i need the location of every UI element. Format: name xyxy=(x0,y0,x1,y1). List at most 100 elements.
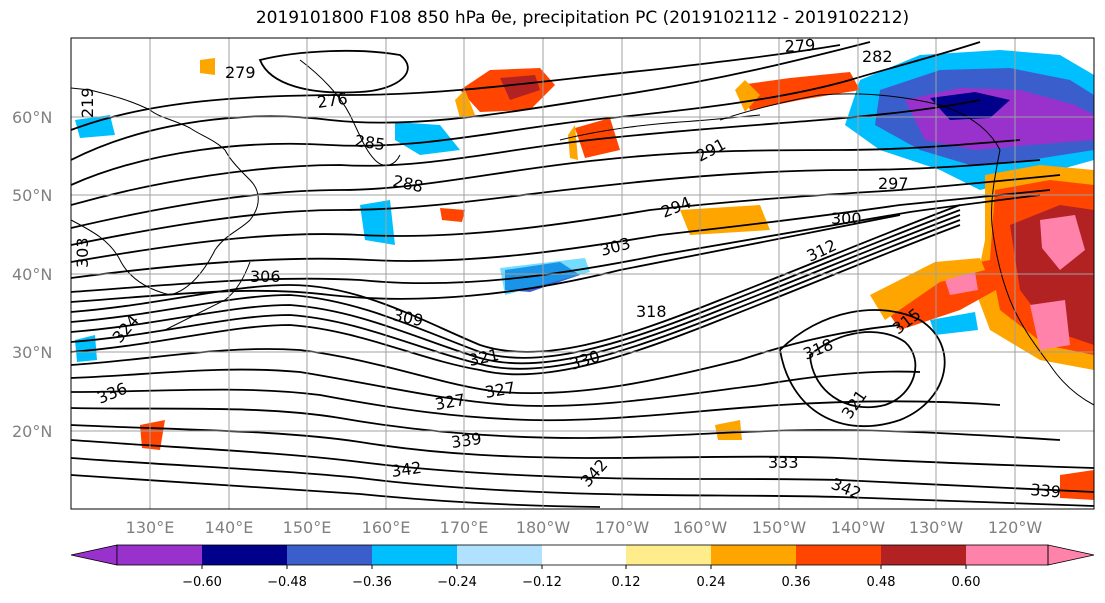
contour-label: 303 xyxy=(73,237,92,268)
lat-label: 50°N xyxy=(12,186,52,205)
colorbar-bin xyxy=(202,545,287,565)
lon-label: 130°E xyxy=(126,518,175,537)
colorbar-bin xyxy=(457,545,542,565)
shade-orange-mid2 xyxy=(680,205,770,235)
contour-label: 318 xyxy=(636,302,667,321)
shade-orange-mid3 xyxy=(440,208,465,222)
shade-yellow-left xyxy=(200,58,215,75)
colorbar-tick: −0.36 xyxy=(352,575,392,590)
map-title: 2019101800 F108 850 hPa θe, precipitatio… xyxy=(255,8,910,28)
contour-282 xyxy=(71,41,981,186)
longitude-labels: 130°E 140°E 150°E 160°E 170°E 180°W 170°… xyxy=(126,518,1043,537)
colorbar-bin xyxy=(287,545,372,565)
colorbar-bin xyxy=(117,545,202,565)
contour-label: 339 xyxy=(1030,480,1062,502)
colorbar-tick: −0.60 xyxy=(182,575,222,590)
shade-westcoast-pink xyxy=(1040,215,1085,270)
contour-label: 279 xyxy=(225,63,256,82)
colorbar-tick: 0.60 xyxy=(952,575,981,590)
contour-label: 219 xyxy=(78,87,97,118)
coast-kamchatka xyxy=(299,59,401,166)
shade-alaska-dark xyxy=(930,92,1010,120)
shade-orange-mid xyxy=(575,118,620,158)
contour-324 xyxy=(71,368,921,407)
contour-loop-north xyxy=(258,49,409,94)
colorbar-tick: −0.24 xyxy=(437,575,477,590)
lon-label: 160°E xyxy=(362,518,411,537)
lon-label: 170°W xyxy=(595,518,650,537)
coast-japan xyxy=(164,261,251,331)
shade-westcoast-pink2 xyxy=(1030,300,1070,350)
shade-orange-se xyxy=(1060,470,1094,500)
lon-label: 150°W xyxy=(752,518,807,537)
contour-label: 285 xyxy=(353,131,386,154)
colorbar-bin xyxy=(966,545,1048,565)
contour-315 xyxy=(71,219,961,370)
contour-321 xyxy=(71,324,901,395)
contour-label: 333 xyxy=(768,453,799,472)
contour-loop-pacific xyxy=(779,309,946,428)
contour-339 xyxy=(71,457,1094,507)
contour-318 xyxy=(71,224,961,376)
lon-label: 170°E xyxy=(440,518,489,537)
colorbar-tick: 0.24 xyxy=(697,575,726,590)
shade-blue-band-outer xyxy=(500,258,590,295)
coast-na-west xyxy=(991,149,1094,406)
colorbar-tick: 0.12 xyxy=(612,575,641,590)
colorbar-bin xyxy=(542,545,626,565)
contour-label: 339 xyxy=(450,429,483,452)
contour-333 xyxy=(71,424,1094,469)
colorbar: −0.60 −0.48 −0.36 −0.24 −0.12 0.12 0.24 … xyxy=(70,544,1095,590)
lat-label: 60°N xyxy=(12,108,52,127)
colorbar-bin xyxy=(881,545,966,565)
lon-label: 140°E xyxy=(205,518,254,537)
lat-label: 40°N xyxy=(12,265,52,284)
shade-offshore-blue xyxy=(930,312,978,335)
coastlines xyxy=(71,59,1094,406)
contour-label: 297 xyxy=(878,174,909,193)
contour-336 xyxy=(71,439,1094,493)
contour-306 xyxy=(71,204,961,353)
contour-342 xyxy=(71,474,601,508)
colorbar-extend-right xyxy=(1047,544,1095,566)
colorbar-tick: −0.12 xyxy=(522,575,562,590)
contour-327 xyxy=(71,388,1001,422)
contour-label: 282 xyxy=(862,47,893,66)
latitude-labels: 60°N 50°N 40°N 30°N 20°N xyxy=(12,108,52,441)
lon-label: 130°W xyxy=(909,518,964,537)
colorbar-bin xyxy=(372,545,457,565)
coast-asia xyxy=(71,87,259,296)
contour-label: 276 xyxy=(316,89,349,112)
contour-291 xyxy=(71,159,1041,246)
contour-309 xyxy=(71,209,961,359)
lat-label: 30°N xyxy=(12,343,52,362)
lat-label: 20°N xyxy=(12,422,52,441)
shade-kamchatka-core xyxy=(500,75,540,100)
shade-bering-outer xyxy=(735,80,760,112)
contour-276 xyxy=(71,44,841,131)
theta-e-contours xyxy=(71,41,1094,508)
colorbar-tick: −0.48 xyxy=(267,575,307,590)
shade-blue-japan xyxy=(360,200,395,245)
gridlines xyxy=(71,38,1094,509)
colorbar-tick: 0.48 xyxy=(867,575,896,590)
shade-bering xyxy=(740,72,860,110)
shade-orange-ecentral xyxy=(715,420,742,440)
shade-kamchatka-outer xyxy=(455,90,475,118)
shade-blue-kuril xyxy=(75,115,115,138)
contour-label: 300 xyxy=(831,209,862,228)
shade-blue-okhotsk xyxy=(395,122,460,155)
lon-label: 160°W xyxy=(673,518,728,537)
lon-label: 140°W xyxy=(831,518,886,537)
lon-label: 150°E xyxy=(283,518,332,537)
lon-label: 120°W xyxy=(988,518,1043,537)
contour-300 xyxy=(71,194,1041,293)
lon-label: 180°W xyxy=(516,518,571,537)
contour-279 xyxy=(71,41,871,161)
colorbar-tick: 0.36 xyxy=(782,575,811,590)
contour-294 xyxy=(71,174,1061,263)
shade-offshore-pink xyxy=(945,272,978,295)
contour-label: 342 xyxy=(390,458,423,481)
contour-label: 279 xyxy=(784,35,815,56)
